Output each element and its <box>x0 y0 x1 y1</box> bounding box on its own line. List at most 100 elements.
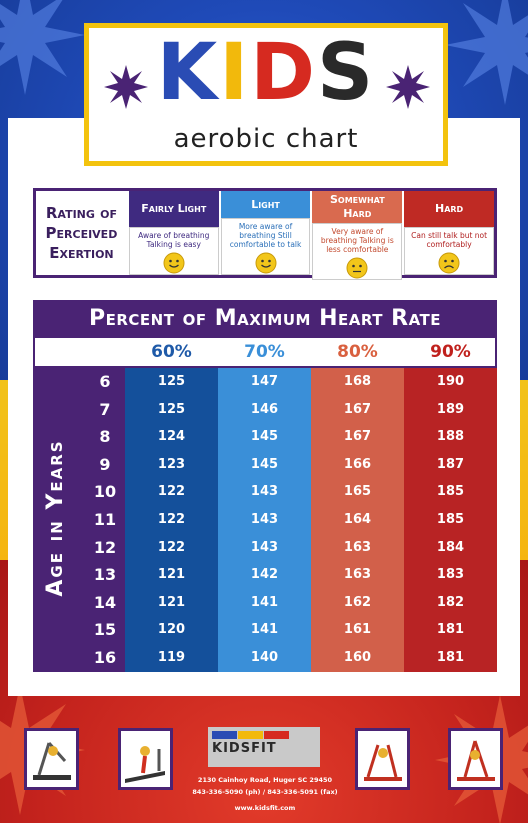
rate-column-60: 125 125 124 123 122 122 122 121 121 120 119 <box>125 368 218 672</box>
logo-text: KIDSFIT <box>212 741 277 756</box>
star-icon <box>386 65 430 109</box>
heart-rate-cell: 188 <box>436 429 465 445</box>
age-value: 6 <box>99 372 111 391</box>
heart-rate-title: Percent of Maximum Heart Rate <box>33 300 497 338</box>
heart-rate-cell: 167 <box>343 429 372 445</box>
heart-rate-cell: 163 <box>343 567 372 583</box>
website-link[interactable]: www.kidsfit.com <box>234 804 296 812</box>
kids-title: KIDS <box>89 34 443 112</box>
age-value: 15 <box>93 620 117 640</box>
heart-rate-cell: 161 <box>343 622 372 638</box>
heart-rate-cell: 187 <box>436 456 465 472</box>
age-value: 9 <box>99 454 111 474</box>
heart-rate-cell: 146 <box>250 401 279 417</box>
rate-column-70: 147 146 145 145 143 143 143 142 141 141 140 <box>218 368 311 672</box>
age-value: 14 <box>93 592 117 612</box>
age-value: 13 <box>93 565 117 585</box>
exertion-level-name: Light <box>220 191 311 218</box>
heart-rate-cell: 168 <box>343 374 372 389</box>
heart-rate-cell: 125 <box>157 374 186 389</box>
heart-rate-cell: 120 <box>157 622 186 638</box>
heart-rate-cell: 185 <box>436 484 465 500</box>
heart-rate-cell: 185 <box>436 512 465 527</box>
heart-rate-cell: 121 <box>157 567 186 583</box>
exertion-level: Somewhat Hard Very aware of breathing Ta… <box>310 191 403 280</box>
address: 2130 Cainhoy Road, Huger SC 29450 <box>197 776 333 784</box>
heart-rate-cell: 140 <box>250 650 279 665</box>
age-value: 7 <box>99 399 111 419</box>
exertion-level: Light More aware of breathing Still comf… <box>218 191 311 275</box>
exertion-label: Rating of Perceived Exertion <box>36 191 127 275</box>
exercise-machine-icon <box>457 740 495 781</box>
heart-rate-cell: 141 <box>250 622 279 638</box>
title-letter: K <box>156 28 220 118</box>
heart-rate-cell: 182 <box>436 594 465 610</box>
heart-rate-cell: 147 <box>250 374 279 389</box>
age-number-column: 6 7 8 9 10 11 12 13 14 15 16 <box>85 368 125 672</box>
heart-rate-cell: 181 <box>436 622 465 638</box>
logo-stripe <box>212 731 237 739</box>
heart-rate-cell: 165 <box>343 484 372 500</box>
heart-rate-cell: 160 <box>343 650 372 665</box>
heart-rate-cell: 123 <box>157 456 186 472</box>
star-icon <box>104 65 148 109</box>
exertion-level-name: Somewhat Hard <box>312 191 403 223</box>
percent-header: 80% <box>337 342 378 362</box>
age-value: 8 <box>99 427 111 447</box>
exertion-level-name: Fairly Light <box>128 191 219 227</box>
title-letter: D <box>250 28 318 118</box>
exertion-level-name: Hard <box>404 191 494 227</box>
exertion-level-body: Aware of breathing Talking is easy <box>128 227 219 275</box>
exertion-description: Very aware of breathing Talking is less … <box>320 227 394 254</box>
heart-rate-cell: 162 <box>343 594 372 610</box>
page-subtitle: aerobic chart <box>173 124 359 154</box>
percent-header: 70% <box>244 342 285 362</box>
percent-header-row: 60% 70% 80% 90% <box>33 338 497 368</box>
heart-rate-cell: 119 <box>157 650 186 665</box>
exertion-table: Rating of Perceived Exertion Fairly Ligh… <box>33 188 497 280</box>
rate-column-90: 190 189 188 187 185 185 184 183 182 181 181 <box>404 368 497 672</box>
heart-rate-cell: 122 <box>157 484 186 500</box>
starburst-icon <box>445 0 528 105</box>
neutral-face-icon <box>346 257 368 279</box>
percent-header: 90% <box>430 342 471 362</box>
heart-rate-cell: 163 <box>343 539 372 555</box>
heart-rate-table: Percent of Maximum Heart Rate 60% 70% 80… <box>33 300 497 672</box>
exertion-level-body: Very aware of breathing Talking is less … <box>312 223 403 280</box>
exertion-level-body: More aware of breathing Still comfortabl… <box>220 218 311 275</box>
heart-rate-cell: 122 <box>157 512 186 527</box>
happy-face-icon <box>163 252 185 274</box>
heart-rate-cell: 189 <box>436 401 465 417</box>
heart-rate-cell: 166 <box>343 456 372 472</box>
heart-rate-cell: 145 <box>250 456 279 472</box>
heart-rate-cell: 141 <box>250 594 279 610</box>
equipment-thumbnail <box>118 728 173 790</box>
title-box: KIDS aerobic chart <box>84 23 448 166</box>
rate-column-80: 168 167 167 166 165 164 163 163 162 161 160 <box>311 368 404 672</box>
percent-header: 60% <box>151 342 192 362</box>
age-label: Age in Years <box>43 439 68 597</box>
happy-face-icon <box>255 252 277 274</box>
kidsfit-logo: KIDSFIT <box>208 727 320 767</box>
heart-rate-cell: 125 <box>157 401 186 417</box>
heart-rate-cell: 121 <box>157 594 186 610</box>
heart-rate-cell: 183 <box>436 567 465 583</box>
heart-rate-cell: 190 <box>436 374 465 389</box>
sad-face-icon <box>438 252 460 274</box>
equipment-thumbnail <box>448 728 503 790</box>
phone: 843-336-5090 (ph) / 843-336-5091 (fax) <box>192 788 338 796</box>
exertion-level: Fairly Light Aware of breathing Talking … <box>126 191 219 275</box>
heart-rate-cell: 142 <box>250 567 279 583</box>
heart-rate-cell: 181 <box>436 650 465 665</box>
heart-rate-cell: 143 <box>250 539 279 555</box>
heart-rate-cell: 124 <box>157 429 186 445</box>
heart-rate-cell: 164 <box>343 512 372 527</box>
logo-stripe <box>238 731 263 739</box>
equipment-thumbnail <box>355 728 410 790</box>
exertion-level-body: Can still talk but not comfortably <box>404 227 494 275</box>
exertion-description: Aware of breathing Talking is easy <box>138 231 210 249</box>
exertion-description: Can still talk but not comfortably <box>411 231 488 249</box>
heart-rate-cell: 143 <box>250 484 279 500</box>
exercise-machine-icon <box>33 742 71 780</box>
heart-rate-cell: 184 <box>436 539 465 555</box>
